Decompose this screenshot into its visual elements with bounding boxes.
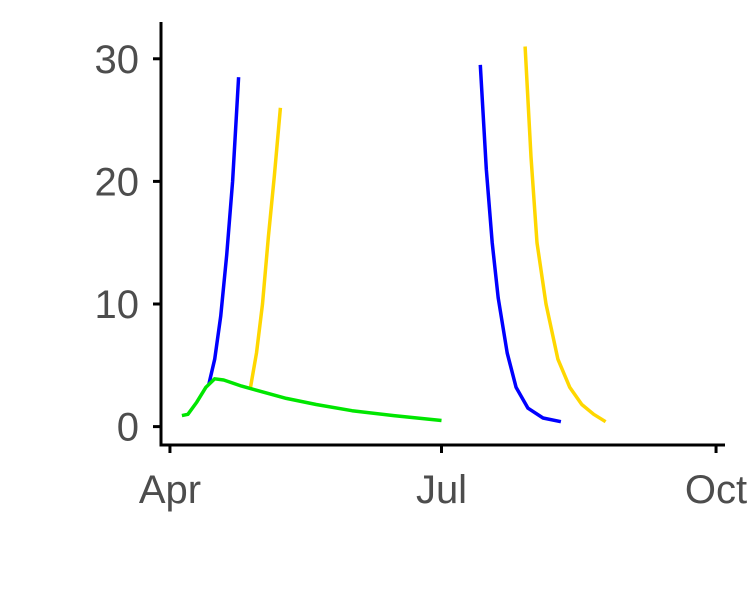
y-tick-label: 10 [95, 283, 140, 327]
series-2-line-segment-2 [523, 46, 607, 424]
series-1-line-segment-1 [206, 77, 241, 386]
x-tick-label: Jul [416, 468, 467, 512]
x-axis-ticks: Apr Jul Oct [139, 445, 747, 512]
x-tick-label: Oct [685, 468, 747, 512]
series-3-line-segment-1 [181, 377, 442, 423]
x-tick-label: Apr [139, 468, 201, 512]
series-layer [181, 46, 607, 424]
series-2-line-segment-1 [248, 107, 283, 388]
y-tick-label: 0 [117, 406, 139, 450]
y-axis-ticks: 0 10 20 30 [95, 38, 161, 450]
series-1-line-segment-2 [478, 64, 562, 424]
y-tick-label: 20 [95, 160, 140, 204]
y-tick-label: 30 [95, 38, 140, 82]
